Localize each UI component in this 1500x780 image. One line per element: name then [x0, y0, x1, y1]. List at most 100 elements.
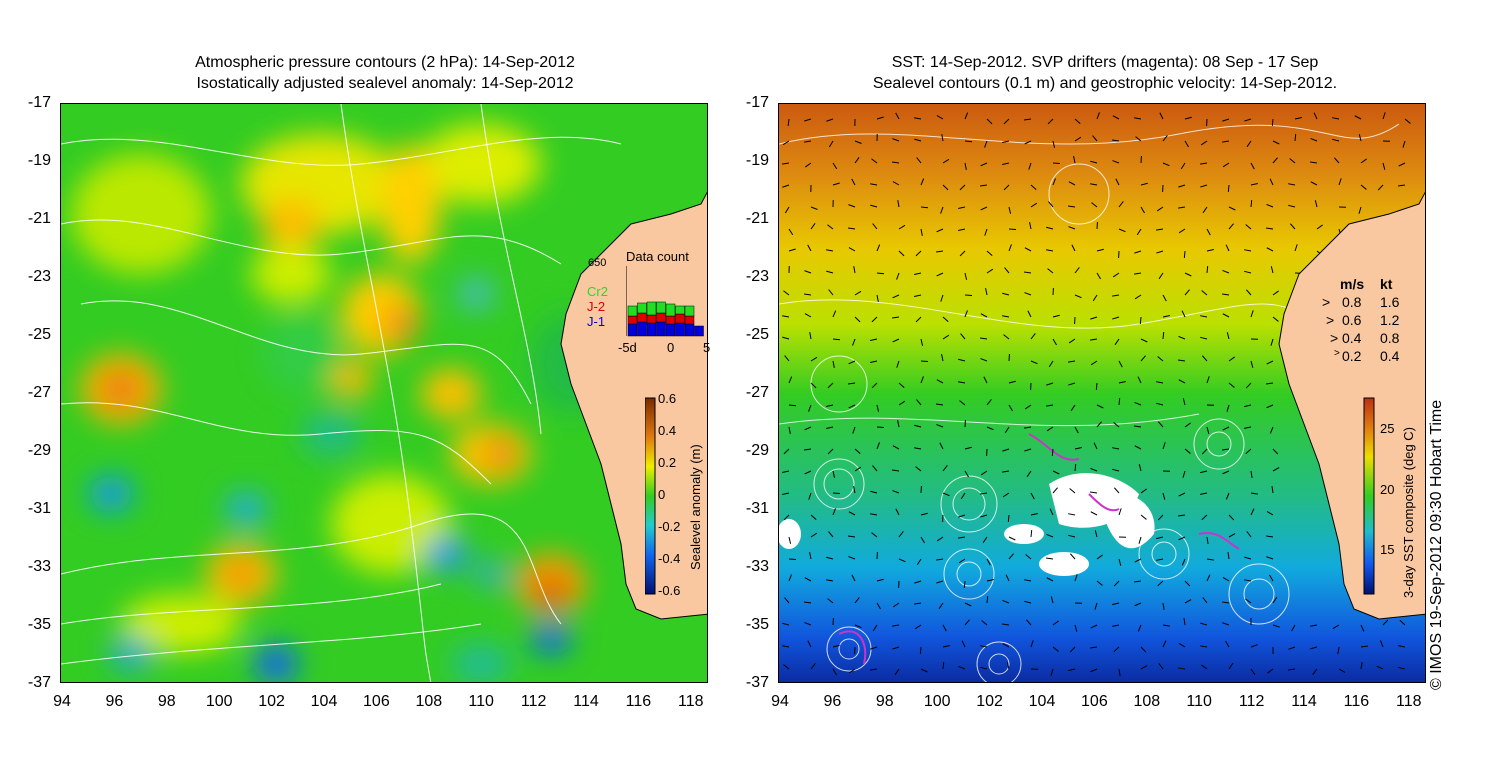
velocity-arrow	[941, 354, 944, 362]
velocity-arrow	[1206, 426, 1210, 434]
velocity-arrow	[892, 294, 900, 299]
velocity-arrow	[870, 360, 878, 364]
velocity-arrow	[876, 244, 881, 252]
velocity-arrow	[1024, 600, 1032, 604]
velocity-arrow	[848, 360, 856, 365]
velocity-arrow	[1272, 624, 1280, 628]
velocity-key-arrow-3: >	[1334, 348, 1340, 359]
velocity-arrow	[1112, 115, 1120, 120]
velocity-arrow	[1397, 184, 1406, 187]
velocity-arrow	[1200, 622, 1208, 626]
velocity-arrow	[1112, 139, 1120, 142]
velocity-key-ms-header: m/s	[1340, 276, 1365, 292]
velocity-arrow	[1074, 118, 1081, 125]
velocity-arrow	[1201, 664, 1208, 670]
velocity-arrow	[1003, 184, 1010, 191]
velocity-arrow	[1030, 184, 1037, 191]
velocity-arrow	[788, 228, 794, 236]
velocity-arrow	[784, 597, 790, 604]
velocity-arrow	[876, 426, 885, 429]
velocity-arrow	[1024, 292, 1032, 296]
velocity-arrow	[1266, 203, 1274, 208]
left-y-tick-6: -29	[27, 442, 51, 459]
velocity-arrow	[1266, 360, 1274, 365]
velocity-arrow	[827, 382, 834, 389]
velocity-arrow	[1402, 140, 1406, 148]
velocity-arrow	[1178, 228, 1186, 234]
velocity-arrow	[942, 316, 949, 323]
velocity-arrow	[1382, 162, 1386, 170]
velocity-arrow	[1206, 574, 1211, 582]
velocity-arrow	[1338, 668, 1346, 673]
velocity-arrow	[832, 508, 836, 516]
velocity-arrow	[1270, 266, 1274, 274]
velocity-arrow	[832, 644, 840, 648]
velocity-arrow	[872, 624, 878, 632]
velocity-arrow	[1181, 558, 1186, 566]
right-x-tick-6: 106	[1081, 693, 1108, 710]
velocity-arrow	[1052, 178, 1056, 186]
velocity-arrow	[872, 223, 878, 230]
velocity-arrow	[1028, 162, 1032, 170]
velocity-arrow	[1269, 574, 1274, 582]
velocity-arrow	[870, 183, 878, 186]
velocity-arrow	[1092, 294, 1098, 302]
velocity-arrow	[1250, 183, 1258, 186]
velocity-arrow	[1181, 310, 1186, 318]
velocity-arrow	[1002, 162, 1010, 166]
velocity-arrow	[1222, 293, 1230, 296]
velocity-arrow	[1222, 269, 1230, 274]
velocity-arrow	[1118, 397, 1121, 406]
velocity-arrow	[936, 379, 944, 384]
right-title-line2: Sealevel contours (0.1 m) and geostrophi…	[872, 75, 1338, 92]
velocity-arrow	[964, 470, 969, 478]
right-x-tick-4: 102	[976, 693, 1003, 710]
velocity-arrow	[876, 272, 885, 275]
velocity-arrow	[1272, 157, 1278, 164]
velocity-arrow	[1024, 247, 1032, 252]
velocity-arrow	[1006, 662, 1010, 670]
velocity-arrow	[1090, 668, 1098, 673]
velocity-arrow	[939, 442, 944, 450]
velocity-arrow	[980, 666, 988, 670]
velocity-arrow	[809, 552, 812, 560]
velocity-arrow	[1052, 140, 1056, 148]
velocity-arrow	[920, 360, 929, 363]
velocity-arrow	[783, 664, 790, 670]
hist-bar-2-0	[646, 322, 657, 337]
velocity-arrow	[832, 182, 840, 186]
velocity-arrow	[1178, 206, 1186, 209]
velocity-arrow	[1112, 160, 1120, 164]
velocity-arrow	[1093, 442, 1098, 450]
velocity-arrow	[1068, 205, 1076, 208]
velocity-arrow	[914, 272, 922, 275]
velocity-arrow	[986, 595, 989, 604]
velocity-arrow	[1272, 140, 1280, 145]
velocity-arrow	[848, 511, 856, 516]
velocity-arrow	[983, 376, 988, 384]
velocity-arrow	[876, 116, 884, 120]
velocity-arrow	[1090, 316, 1098, 320]
hist-bar-6-1	[684, 315, 695, 325]
velocity-arrow	[963, 580, 966, 589]
velocity-arrow	[892, 445, 900, 450]
velocity-arrow	[807, 244, 812, 252]
velocity-arrow	[1113, 580, 1120, 587]
velocity-arrow	[1332, 117, 1340, 120]
velocity-arrow	[1200, 645, 1208, 648]
velocity-arrow	[1068, 338, 1076, 344]
velocity-arrow	[936, 558, 944, 561]
velocity-arrow	[1134, 117, 1142, 120]
velocity-arrow	[892, 338, 900, 343]
right-x-tick-0: 94	[771, 693, 789, 710]
velocity-arrow	[1244, 426, 1252, 429]
velocity-arrow	[1003, 118, 1010, 125]
velocity-arrow	[940, 294, 944, 302]
velocity-arrow	[1226, 404, 1230, 412]
velocity-arrow	[827, 224, 834, 230]
velocity-arrow	[964, 112, 969, 120]
velocity-arrow	[1024, 140, 1032, 145]
velocity-arrow	[848, 204, 856, 208]
velocity-arrow	[1074, 447, 1082, 450]
velocity-arrow	[1228, 514, 1235, 521]
